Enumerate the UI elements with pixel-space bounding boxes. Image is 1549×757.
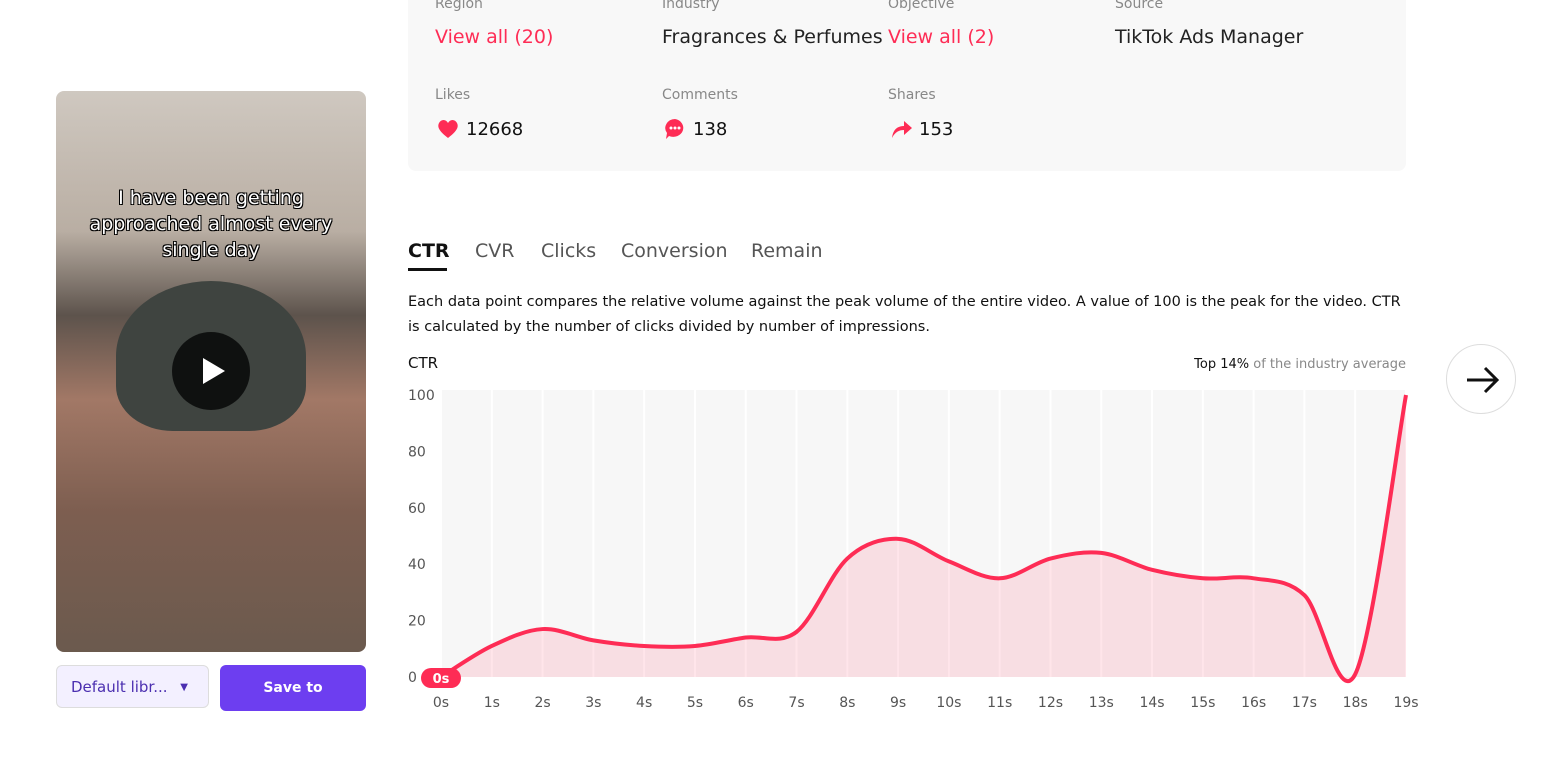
play-button[interactable] <box>172 332 250 410</box>
field-value: Fragrances & Perfumes <box>662 26 883 48</box>
note-text: of the industry average <box>1253 357 1406 372</box>
x-tick-label: 16s <box>1241 695 1266 711</box>
stat-label: Shares <box>888 87 936 103</box>
x-tick-label: 12s <box>1038 695 1063 711</box>
y-tick-label: 80 <box>408 444 426 460</box>
x-tick-label: 1s <box>484 695 500 711</box>
x-tick-label: 4s <box>636 695 652 711</box>
cursor-label: 0s <box>433 672 450 687</box>
field-label: Industry <box>662 0 720 12</box>
note-strong: Top 14% <box>1193 357 1249 372</box>
y-axis-label: CTR <box>408 354 438 372</box>
x-tick-label: 14s <box>1139 695 1164 711</box>
x-tick-label: 7s <box>788 695 804 711</box>
next-button[interactable] <box>1446 344 1516 414</box>
library-dropdown[interactable]: Default libr... ▼ <box>56 665 209 708</box>
x-tick-label: 19s <box>1393 695 1418 711</box>
stat-label: Likes <box>435 87 471 103</box>
dropdown-caret: ▼ <box>180 682 188 693</box>
x-tick-label: 8s <box>839 695 855 711</box>
area-fill <box>441 395 1406 682</box>
field-value[interactable]: View all (2) <box>888 26 995 48</box>
x-tick-label: 0s <box>433 695 449 711</box>
x-tick-label: 9s <box>890 695 906 711</box>
stat-value: 138 <box>693 119 728 140</box>
x-tick-label: 6s <box>738 695 754 711</box>
x-tick-label: 18s <box>1343 695 1368 711</box>
video-thumbnail[interactable]: I have been getting approached almost ev… <box>56 91 366 652</box>
video-caption: I have been getting approached almost ev… <box>89 187 333 261</box>
x-tick-label: 17s <box>1292 695 1317 711</box>
x-tick-label: 2s <box>534 695 550 711</box>
y-tick-label: 40 <box>408 557 426 573</box>
tab[interactable]: Clicks <box>541 240 597 262</box>
tab[interactable]: Conversion <box>621 240 728 262</box>
play-icon <box>203 358 225 384</box>
stat-value: 12668 <box>466 119 524 140</box>
y-tick-label: 0 <box>408 670 417 686</box>
y-tick-label: 60 <box>408 501 426 517</box>
field-value[interactable]: View all (20) <box>435 26 554 48</box>
tab[interactable]: Remain <box>751 240 823 262</box>
stat-value: 153 <box>919 119 954 140</box>
cursor-badge <box>421 668 461 688</box>
arrow-icon <box>1467 366 1500 394</box>
info-panel <box>408 0 1406 171</box>
field-value: TikTok Ads Manager <box>1115 26 1304 48</box>
field-label: Region <box>435 0 483 12</box>
save-button[interactable]: Save to MagicBrief <box>220 665 366 742</box>
stat-icon <box>437 118 459 140</box>
x-tick-label: 11s <box>987 695 1012 711</box>
x-tick-label: 10s <box>936 695 961 711</box>
stat-label: Comments <box>662 87 738 103</box>
field-label: Source <box>1115 0 1164 12</box>
tab[interactable]: CTR <box>408 240 450 262</box>
field-label: Objective <box>888 0 955 12</box>
x-tick-label: 5s <box>687 695 703 711</box>
industry-note: Top 14% of the industry average <box>1193 357 1406 372</box>
dropdown-label: Default libr... <box>71 678 168 696</box>
description: Each data point compares the relative vo… <box>408 294 1401 335</box>
tab[interactable]: CVR <box>475 240 515 262</box>
x-tick-label: 3s <box>585 695 601 711</box>
y-tick-label: 100 <box>408 388 435 404</box>
x-tick-label: 15s <box>1190 695 1215 711</box>
y-tick-label: 20 <box>408 614 426 630</box>
tab-underline <box>408 268 447 271</box>
stat-icon <box>664 118 686 140</box>
plot-background <box>441 390 1406 677</box>
stat-icon <box>890 118 912 140</box>
line <box>439 394 1408 684</box>
x-tick-label: 13s <box>1089 695 1114 711</box>
chart: CTR Top 14% of the industry average 0 20 40 6… <box>408 354 1419 711</box>
